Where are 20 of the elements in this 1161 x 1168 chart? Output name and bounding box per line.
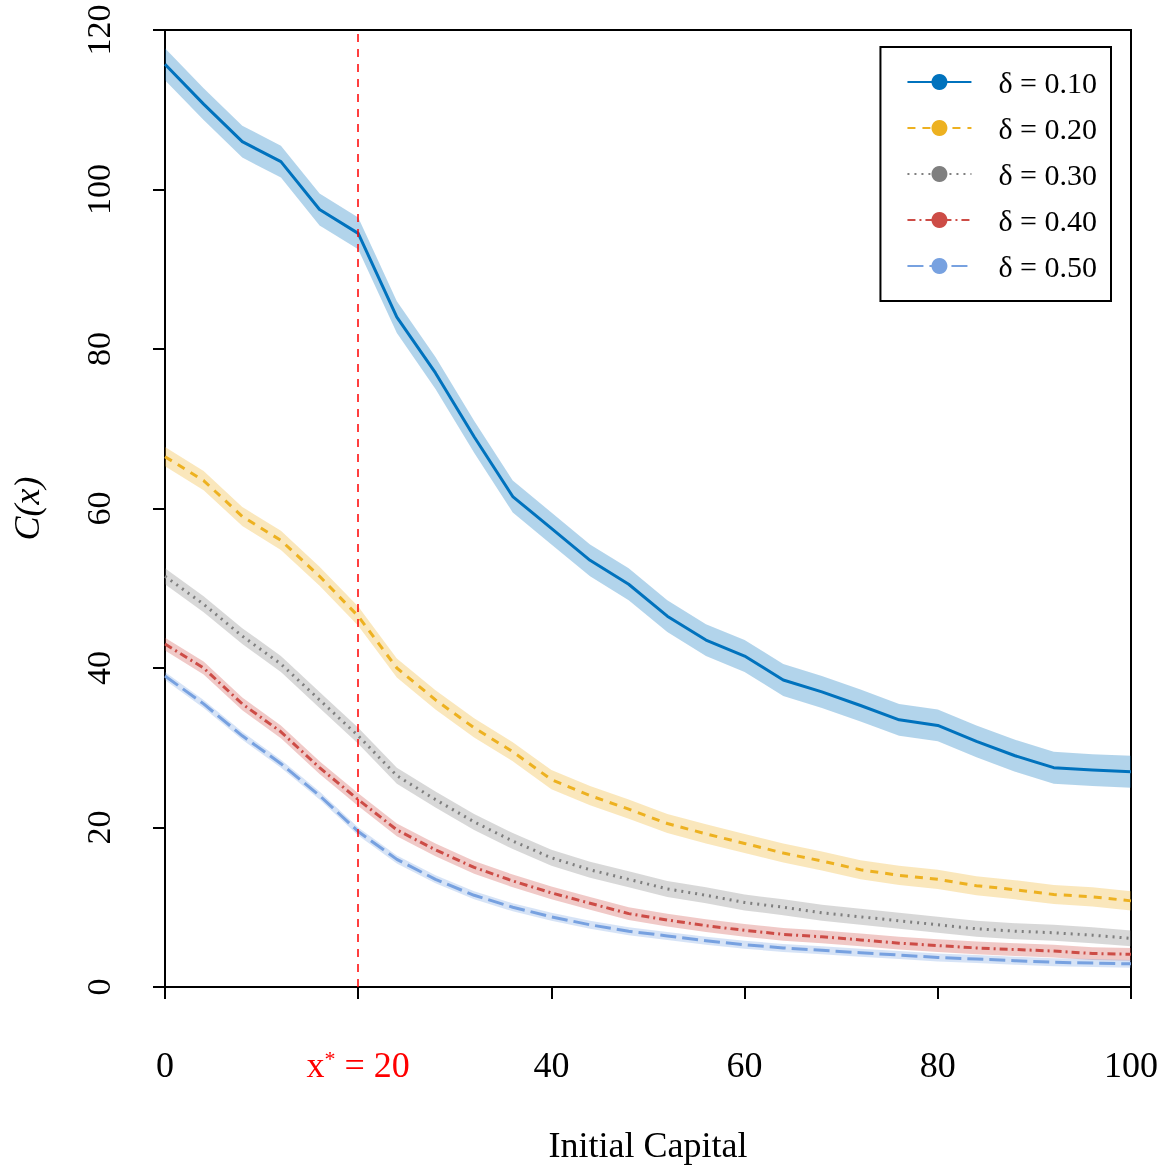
x-tick-label: 80 [919,1045,956,1085]
legend-label: δ = 0.20 [998,111,1098,145]
x-axis-title: Initial Capital [548,1125,748,1165]
legend-label: δ = 0.10 [998,65,1098,99]
x-tick-label: 60 [726,1045,763,1085]
x-tick-label: 100 [1104,1045,1158,1085]
y-tick-label: 100 [79,164,117,215]
y-axis-title: C(x) [7,476,47,541]
legend-label: δ = 0.40 [998,203,1098,237]
x-tick-label: 0 [156,1045,174,1085]
legend-label: δ = 0.30 [998,157,1098,191]
y-tick-label: 20 [79,810,117,845]
y-tick-label: 60 [79,491,117,526]
y-tick-label: 80 [79,332,117,366]
y-tick-label: 40 [79,651,117,685]
y-tick-label: 0 [79,978,117,996]
y-tick-label: 120 [79,4,117,56]
x-tick-label: 40 [533,1045,570,1085]
ref-line-label: x* = 20 [306,1045,410,1085]
legend-label: δ = 0.50 [998,249,1098,283]
